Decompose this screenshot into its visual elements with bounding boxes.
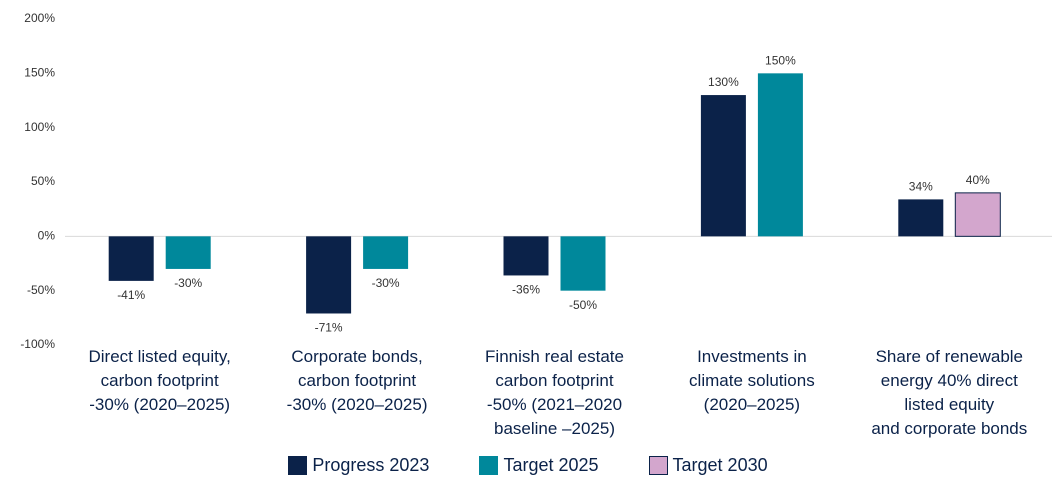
bar: [560, 236, 606, 291]
legend-label: Target 2025: [503, 455, 599, 475]
legend-swatch: [479, 456, 499, 475]
bar: [165, 236, 211, 269]
value-label: -36%: [512, 283, 540, 297]
legend-label: Target 2030: [672, 455, 768, 475]
x-tick-label: Share of renewable energy 40% direct lis…: [871, 347, 1028, 438]
value-label: 150%: [765, 54, 796, 68]
legend: Progress 2023 Target 2025 Target 2030: [0, 455, 1056, 476]
legend-item: Progress 2023: [288, 455, 429, 476]
bar: [503, 236, 549, 276]
y-tick-label: 0%: [38, 229, 56, 243]
bar: [898, 199, 944, 237]
y-tick-label: 150%: [24, 66, 55, 80]
value-label: -30%: [372, 276, 400, 290]
x-tick-label: Direct listed equity, carbon footprint -…: [88, 347, 231, 414]
y-tick-label: 100%: [24, 120, 55, 134]
legend-item: Target 2030: [648, 455, 768, 476]
y-tick-label: 200%: [24, 11, 55, 25]
value-label: -50%: [569, 298, 597, 312]
value-label: -41%: [117, 288, 145, 302]
bar: [757, 73, 803, 237]
legend-label: Progress 2023: [312, 455, 430, 475]
value-label: 34%: [909, 180, 933, 194]
y-tick-label: 50%: [31, 174, 55, 188]
bar: [363, 236, 409, 269]
bar: [700, 95, 746, 237]
value-label: 130%: [708, 75, 739, 89]
y-tick-label: -100%: [20, 337, 55, 351]
value-label: -71%: [315, 321, 343, 335]
x-tick-label: Corporate bonds, carbon footprint -30% (…: [286, 347, 428, 414]
legend-swatch: [288, 456, 308, 475]
bar: [306, 236, 352, 314]
y-tick-label: -50%: [27, 283, 55, 297]
value-label: 40%: [966, 173, 990, 187]
x-tick-label: Investments in climate solutions (2020–2…: [689, 347, 815, 414]
legend-swatch: [648, 456, 668, 475]
value-label: -30%: [174, 276, 202, 290]
bar: [954, 192, 1001, 237]
bar: [108, 236, 154, 281]
x-tick-label: Finnish real estate carbon footprint -50…: [485, 347, 624, 438]
legend-item: Target 2025: [479, 455, 599, 476]
